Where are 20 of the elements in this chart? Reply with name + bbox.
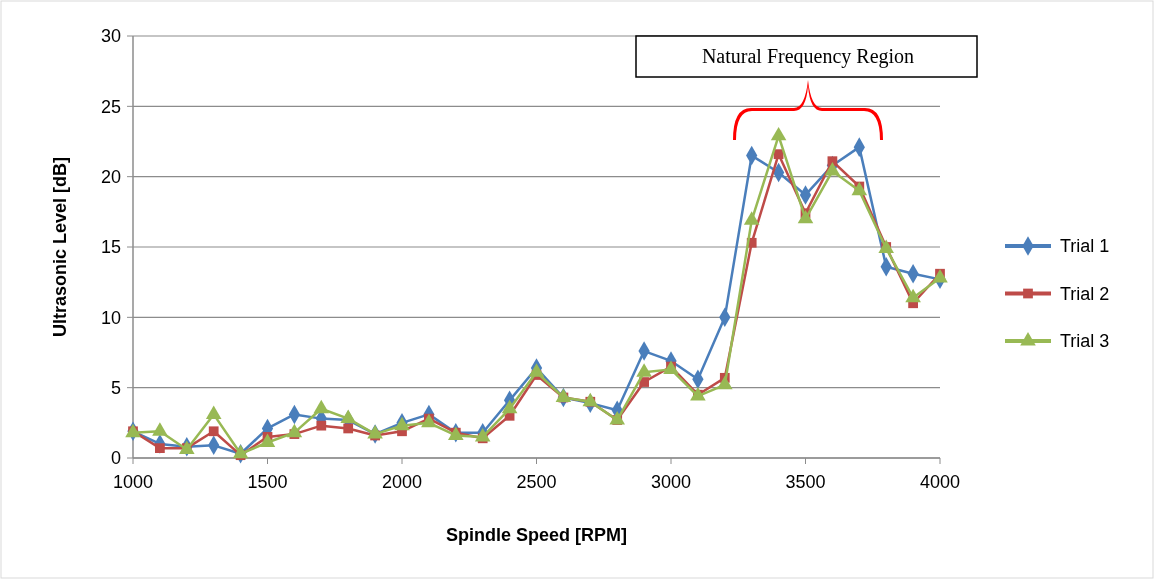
x-tick-label: 2500: [516, 472, 557, 492]
y-tick-label: 5: [110, 377, 121, 398]
x-tick-label: 3500: [785, 472, 826, 492]
legend-label: Trial 3: [1060, 331, 1110, 352]
x-tick-label: 3000: [650, 472, 692, 492]
y-tick-label: 10: [100, 307, 121, 328]
y-tick-label: 20: [100, 166, 121, 187]
y-tick-label: 15: [100, 237, 121, 258]
annotation: Natural Frequency Region: [701, 45, 915, 68]
x-tick-label: 1000: [112, 472, 154, 492]
y-tick-label: 0: [110, 448, 121, 469]
x-tick-label: 2000: [381, 472, 423, 492]
x-tick-label: 4000: [919, 472, 961, 492]
x-axis-title: Spindle Speed [RPM]: [445, 525, 628, 545]
legend-label: Trial 2: [1060, 283, 1110, 304]
y-tick-label: 25: [100, 96, 121, 117]
y-tick-label: 30: [100, 26, 121, 47]
x-tick-label: 1500: [247, 472, 288, 492]
legend-label: Trial 1: [1060, 236, 1110, 257]
y-axis-title: Ultrasonic Level [dB]: [50, 156, 70, 338]
